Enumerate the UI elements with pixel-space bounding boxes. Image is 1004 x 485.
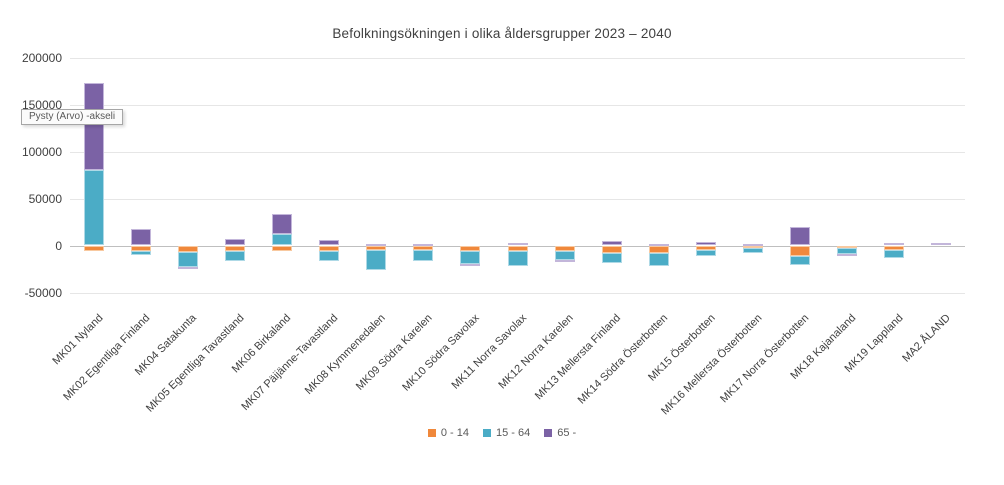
bar-segment-15-64-MK15[interactable] [695, 249, 716, 257]
gridline [70, 198, 965, 200]
bar-segment-65--MK18[interactable] [837, 253, 858, 256]
y-axis-tick-label[interactable]: 100000 [21, 144, 62, 159]
x-axis-category-label[interactable]: MK17 Norra Österbotten [718, 312, 812, 406]
bar-segment-0-14-MK10[interactable] [460, 245, 481, 252]
y-axis-tick-label[interactable]: -50000 [24, 285, 62, 300]
legend-label: 0 - 14 [440, 427, 469, 439]
bar-segment-0-14-MK01[interactable] [83, 245, 104, 252]
bar-segment-15-64-MK06[interactable] [271, 234, 292, 246]
axis-tooltip: Pysty (Arvo) -akseli [21, 109, 124, 125]
gridline [70, 104, 965, 106]
gridline [70, 151, 965, 153]
axis-tooltip-text: Pysty (Arvo) -akseli [29, 111, 116, 122]
x-axis-category-label[interactable]: MK13 Mellersta Finland [533, 312, 624, 403]
bar-segment-65--MK11[interactable] [507, 242, 528, 246]
bar-segment-15-64-MK07[interactable] [319, 251, 340, 261]
bar-segment-65--MK08[interactable] [366, 244, 387, 247]
gridline [70, 57, 965, 59]
bar-segment-15-64-MK16[interactable] [743, 247, 764, 254]
bar-segment-15-64-MK13[interactable] [601, 253, 622, 264]
bar-segment-0-14-MK05[interactable] [224, 245, 245, 252]
x-axis-category-label[interactable]: MK08 Kymmenedalen [302, 312, 388, 398]
y-axis-tick-label[interactable]: 150000 [21, 97, 62, 112]
bar-segment-0-14-MK16[interactable] [743, 245, 764, 248]
bar-segment-15-64-MK19[interactable] [884, 249, 905, 259]
bar-segment-65--MK13[interactable] [601, 240, 622, 246]
bar-segment-0-14-MK07[interactable] [319, 245, 340, 252]
bar-segment-65--MK17[interactable] [790, 227, 811, 246]
bar-segment-15-64-MK11[interactable] [507, 250, 528, 266]
bar-segment-65--MK02[interactable] [130, 228, 151, 246]
bar-segment-15-64-MK17[interactable] [790, 256, 811, 265]
bar-segment-15-64-MK14[interactable] [648, 252, 669, 266]
bar-segment-0-14-MK11[interactable] [507, 245, 528, 251]
bar-segment-0-14-MK13[interactable] [601, 245, 622, 254]
gridline [70, 292, 965, 294]
bar-segment-0-14-MK06[interactable] [271, 245, 292, 252]
legend: 0 - 14 15 - 64 65 - [0, 427, 1004, 439]
y-axis-tick-label[interactable]: 200000 [21, 50, 62, 65]
bar-segment-0-14-MK17[interactable] [790, 245, 811, 257]
x-axis-category-label[interactable]: MK05 Egentliga Tavastland [143, 312, 247, 415]
legend-item-65-[interactable]: 65 - [544, 427, 576, 439]
bar-segment-15-64-MK09[interactable] [413, 249, 434, 262]
bar-segment-15-64-MK10[interactable] [460, 251, 481, 265]
bar-segment-65--MK06[interactable] [271, 213, 292, 235]
legend-swatch-icon [427, 429, 436, 437]
bar-segment-0-14-MK02[interactable] [130, 245, 151, 252]
bar-segment-0-14-MK14[interactable] [648, 245, 669, 253]
bar-segment-0-14-MK15[interactable] [695, 245, 716, 250]
bar-segment-0-14-MK04[interactable] [177, 245, 198, 253]
bar-segment-15-64-MK02[interactable] [130, 251, 151, 255]
x-axis-category-label[interactable]: MK02 Egentliga Finland [61, 312, 153, 404]
legend-label: 15 - 64 [495, 427, 531, 439]
bar-segment-15-64-MK18[interactable] [837, 248, 858, 254]
bar-segment-65--MK01[interactable] [83, 82, 104, 171]
bar-segment-65--MK14[interactable] [648, 244, 669, 247]
bar-segment-65--MK04[interactable] [177, 267, 198, 270]
bar-segment-65--MK09[interactable] [413, 244, 434, 247]
x-axis-category-label[interactable]: MA2 ÅLAND [900, 312, 953, 365]
bar-segment-65--MK07[interactable] [319, 239, 340, 246]
bar-segment-15-64-MK05[interactable] [224, 251, 245, 262]
bar-segment-0-14-MK12[interactable] [554, 245, 575, 252]
y-axis-tick-label[interactable]: 0 [55, 238, 62, 253]
bar-segment-65--MK19[interactable] [884, 243, 905, 246]
y-axis-tick-label[interactable]: 50000 [28, 191, 62, 206]
x-axis-category-label[interactable]: MK07 Päijänne-Tavastland [239, 312, 341, 414]
chart-title[interactable]: Befolkningsökningen i olika åldersgruppe… [332, 26, 672, 41]
legend-label: 65 - [557, 427, 577, 439]
bar-segment-15-64-MK04[interactable] [177, 252, 198, 268]
bar-segment-0-14-MK19[interactable] [884, 245, 905, 250]
bar-segment-15-64-MK12[interactable] [554, 251, 575, 261]
legend-swatch-icon [544, 429, 553, 437]
legend-swatch-icon [482, 429, 491, 437]
x-axis-category-label[interactable]: MK14 Södra Österbotten [575, 312, 671, 407]
bar-segment-65--MK16[interactable] [743, 244, 764, 247]
legend-item-15-64[interactable]: 15 - 64 [482, 427, 531, 439]
bar-segment-65--MK12[interactable] [554, 260, 575, 263]
legend-item-0-14[interactable]: 0 - 14 [427, 427, 469, 439]
bar-segment-65--MA2[interactable] [931, 242, 952, 246]
bar-segment-15-64-MK08[interactable] [366, 250, 387, 270]
bar-segment-0-14-MK18[interactable] [837, 245, 858, 249]
bar-segment-65--MK10[interactable] [460, 264, 481, 267]
bar-segment-65--MK15[interactable] [695, 242, 716, 246]
bar-segment-65--MK05[interactable] [224, 239, 245, 246]
bar-segment-15-64-MK01[interactable] [83, 170, 104, 246]
